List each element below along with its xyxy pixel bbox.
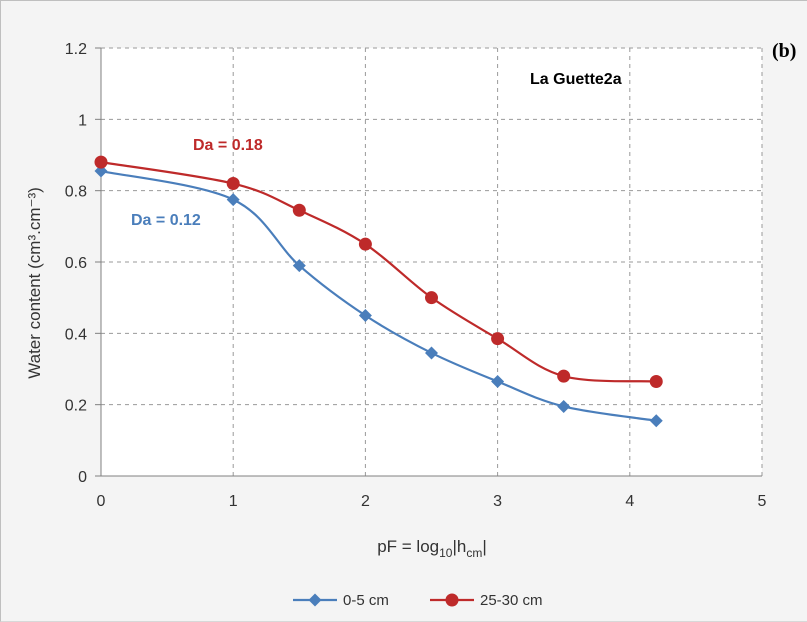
y-tick-label: 0.6 — [65, 255, 87, 272]
y-tick-label: 0 — [78, 469, 87, 486]
x-axis-title-rest: |h — [452, 537, 466, 556]
y-tick-label: 0.2 — [65, 398, 87, 415]
y-tick-label: 0.8 — [65, 184, 87, 201]
data-point — [358, 309, 372, 322]
series-annotation: Da = 0.12 — [131, 212, 201, 229]
data-point — [94, 164, 108, 178]
x-tick-label: 3 — [493, 493, 502, 510]
y-axis-title: Water content (cm³.cm⁻³) — [25, 187, 44, 379]
x-tick-label: 4 — [625, 493, 634, 510]
panel-label: (b) — [772, 40, 797, 62]
data-point — [649, 414, 663, 428]
grid — [101, 47, 763, 476]
data-point — [226, 177, 240, 191]
x-tick-label: 0 — [97, 493, 106, 510]
legend-label: 25-30 cm — [480, 592, 543, 609]
legend-marker — [445, 593, 459, 607]
chart-title: La Guette2a — [530, 71, 622, 88]
series-annotation: Da = 0.18 — [193, 137, 263, 154]
x-tick-label: 5 — [758, 493, 767, 510]
x-axis-title-main: pF = log — [377, 537, 439, 556]
data-point — [425, 291, 438, 305]
y-tick-label: 0.4 — [65, 326, 87, 343]
data-point — [226, 193, 240, 207]
x-axis-title: pF = log10|hcm| — [377, 537, 487, 560]
legend-label: 0-5 cm — [343, 592, 389, 609]
x-tick-label: 1 — [229, 493, 238, 510]
data-point — [649, 374, 663, 388]
data-point — [491, 374, 505, 388]
data-point — [94, 155, 108, 169]
data-point — [491, 332, 505, 346]
data-point — [425, 346, 438, 360]
x-axis-title-sub: 10 — [439, 546, 453, 560]
legend-marker — [308, 593, 322, 607]
x-tick-label: 2 — [361, 493, 370, 510]
data-point — [557, 369, 571, 383]
data-point — [557, 399, 571, 413]
legend: 0-5 cm 25-30 cm — [293, 592, 543, 609]
x-axis-title-sub2: cm — [466, 546, 482, 560]
series-layer: Da = 0.12 Da = 0.18 — [94, 137, 663, 428]
y-tick-label: 1 — [78, 112, 87, 129]
y-tick-label: 1.2 — [65, 41, 87, 58]
data-point — [358, 237, 372, 251]
data-point — [292, 203, 306, 217]
data-point — [292, 259, 306, 273]
axes: 0 1 2 3 4 5 0 0.2 0.4 0.6 0.8 1 1.2 — [65, 41, 767, 510]
x-axis-title-end: | — [482, 537, 486, 556]
